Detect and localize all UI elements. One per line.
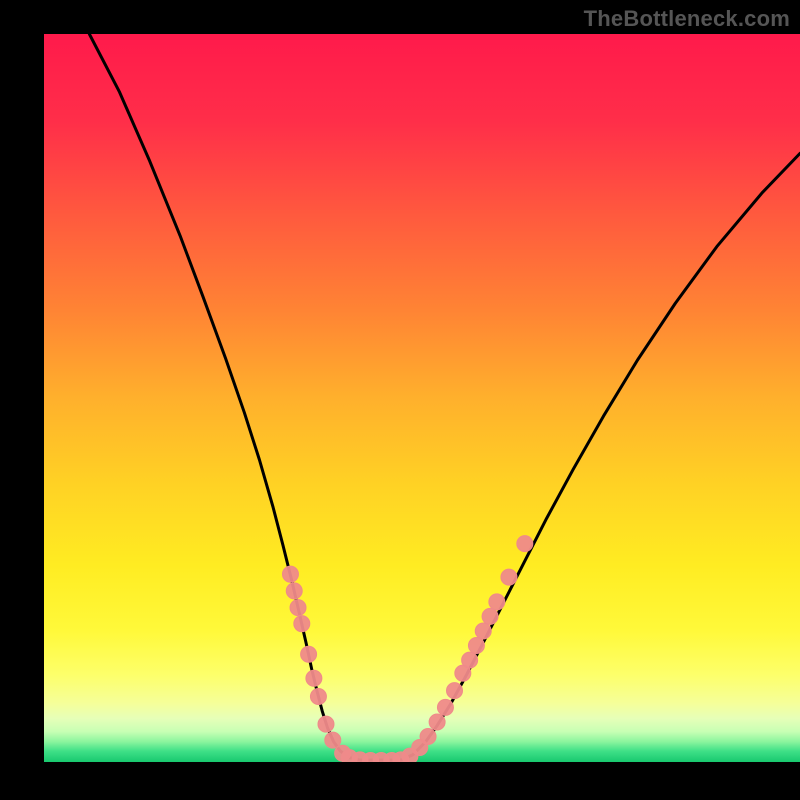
data-marker xyxy=(429,714,445,730)
data-marker xyxy=(294,616,310,632)
data-marker xyxy=(301,646,317,662)
data-marker xyxy=(290,600,306,616)
data-marker xyxy=(318,716,334,732)
stage: TheBottleneck.com xyxy=(0,0,800,800)
data-marker xyxy=(468,638,484,654)
data-marker xyxy=(437,699,453,715)
data-marker xyxy=(462,652,478,668)
data-marker xyxy=(489,594,505,610)
data-marker xyxy=(475,623,491,639)
data-marker xyxy=(310,688,326,704)
bottleneck-chart xyxy=(0,0,800,800)
data-marker xyxy=(517,536,533,552)
plot-background xyxy=(44,34,800,762)
data-marker xyxy=(482,608,498,624)
data-marker xyxy=(286,583,302,599)
data-marker xyxy=(501,569,517,585)
data-marker xyxy=(306,670,322,686)
data-marker xyxy=(325,732,341,748)
data-marker xyxy=(420,729,436,745)
data-marker xyxy=(447,683,463,699)
watermark-label: TheBottleneck.com xyxy=(584,6,790,32)
data-marker xyxy=(282,566,298,582)
